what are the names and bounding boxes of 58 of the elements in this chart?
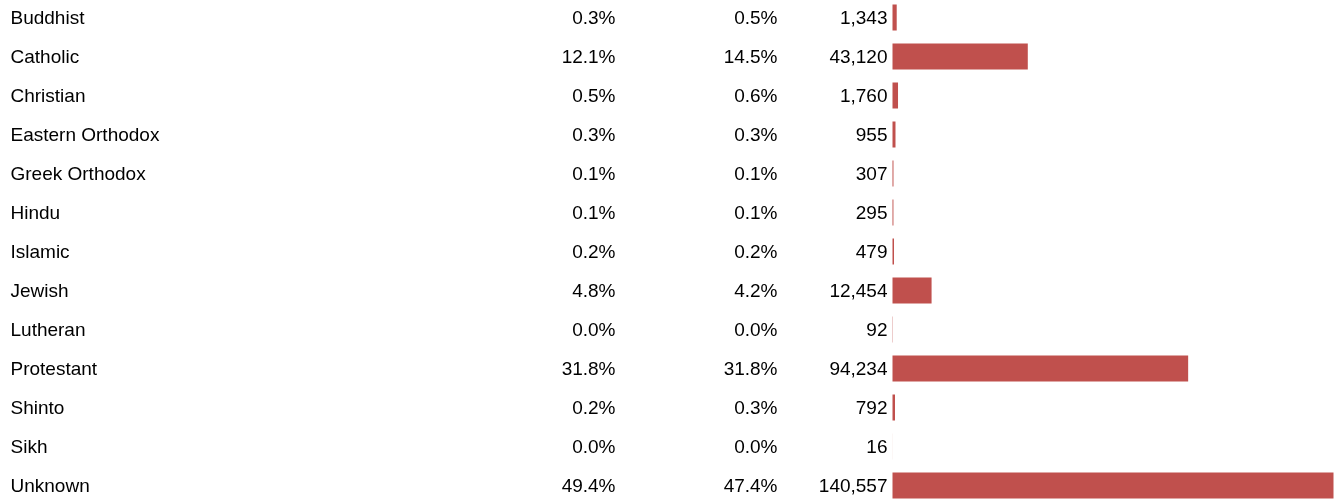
- text: 4.2%: [734, 280, 778, 301]
- text: 0.0%: [734, 436, 778, 457]
- text: 0.2%: [572, 241, 616, 262]
- text: 14.5%: [723, 46, 778, 67]
- y-tick-label: Shinto: [10, 397, 65, 418]
- text: 0.6%: [734, 85, 778, 106]
- y-tick-label: Jewish: [10, 280, 69, 301]
- y-tick-label: Catholic: [10, 46, 80, 67]
- text: 0.3%: [734, 124, 778, 145]
- text: 12.1%: [561, 46, 616, 67]
- text: 0.1%: [734, 202, 778, 223]
- text: 0.5%: [734, 7, 778, 28]
- data-label: 43,120: [829, 46, 888, 67]
- text: 0.3%: [734, 397, 778, 418]
- bar: [892, 472, 1334, 499]
- text: 0.0%: [572, 319, 616, 340]
- data-label: 92: [866, 319, 888, 340]
- data-label: 94,234: [829, 358, 888, 379]
- data-label: 955: [855, 124, 888, 145]
- data-label: 1,343: [839, 7, 888, 28]
- data-label: 12,454: [829, 280, 888, 301]
- bar: [892, 43, 1028, 70]
- text: 0.2%: [572, 397, 616, 418]
- data-label: 140,557: [818, 475, 888, 496]
- text: 0.2%: [734, 241, 778, 262]
- text: 0.5%: [572, 85, 616, 106]
- y-tick-label: Greek Orthodox: [10, 163, 147, 184]
- text: 49.4%: [561, 475, 616, 496]
- text: 0.1%: [572, 163, 616, 184]
- text: 0.0%: [734, 319, 778, 340]
- text: 47.4%: [723, 475, 778, 496]
- bar: [892, 355, 1189, 382]
- y-tick-label: Hindu: [10, 202, 61, 223]
- text: 31.8%: [723, 358, 778, 379]
- data-label: 16: [866, 436, 888, 457]
- data-label: 792: [855, 397, 888, 418]
- text: 0.1%: [734, 163, 778, 184]
- text: 0.1%: [572, 202, 616, 223]
- text: 4.8%: [572, 280, 616, 301]
- data-label: 307: [855, 163, 888, 184]
- y-tick-label: Islamic: [10, 241, 70, 262]
- y-tick-label: Buddhist: [10, 7, 86, 28]
- data-label: 479: [855, 241, 888, 262]
- bar: [892, 4, 897, 31]
- bar: [892, 82, 899, 109]
- data-label: 295: [855, 202, 888, 223]
- y-tick-label: Eastern Orthodox: [10, 124, 160, 145]
- bar: [892, 277, 932, 304]
- text: 31.8%: [561, 358, 616, 379]
- y-tick-label: Protestant: [10, 358, 98, 379]
- data-label: 1,760: [839, 85, 888, 106]
- y-tick-label: Sikh: [10, 436, 48, 457]
- y-tick-label: Lutheran: [10, 319, 86, 340]
- text: 0.3%: [572, 7, 616, 28]
- text: 0.3%: [572, 124, 616, 145]
- y-tick-label: Unknown: [10, 475, 90, 496]
- text: 0.0%: [572, 436, 616, 457]
- y-tick-label: Christian: [10, 85, 86, 106]
